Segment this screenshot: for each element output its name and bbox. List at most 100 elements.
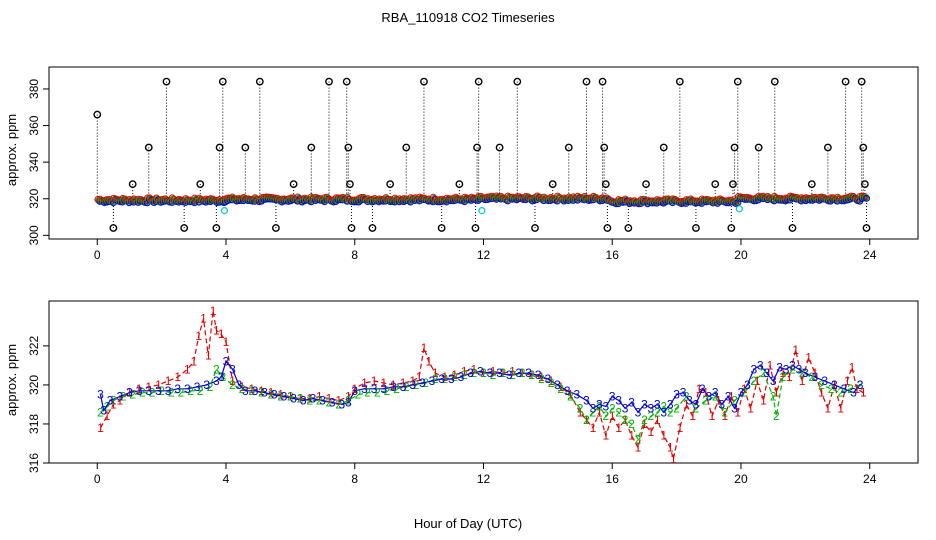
series1-point-label: 1	[200, 312, 207, 326]
series2-point-label: 2	[799, 366, 806, 380]
series2-point-label: 2	[808, 370, 815, 384]
bottom-x-tick-label: 24	[863, 472, 877, 486]
series3-point-label: 3	[738, 386, 745, 400]
series3-point-label: 3	[329, 395, 336, 409]
series3-point-label: 3	[107, 394, 114, 408]
series3-point-label: 3	[564, 384, 571, 398]
series3-point-label: 3	[319, 394, 326, 408]
series3-point-label: 3	[660, 405, 667, 419]
series1-point-label: 1	[421, 341, 428, 355]
series1-point-label: 1	[425, 355, 432, 369]
spike-circle	[841, 77, 850, 86]
series1-point-label: 1	[635, 440, 642, 454]
spike-circle	[860, 180, 869, 189]
spike-circle	[180, 224, 189, 232]
series1-point-label: 1	[229, 374, 236, 388]
series2-point-label: 2	[451, 370, 458, 384]
spike-circle	[675, 77, 684, 86]
series2-point-label: 2	[789, 362, 796, 376]
series1-point-label: 1	[190, 355, 197, 369]
series3-point-label: 3	[783, 362, 790, 376]
series1-point-label: 1	[567, 388, 574, 402]
series1-point-label: 1	[860, 386, 867, 400]
spike-circle	[474, 77, 483, 86]
bottom-y-axis-label: approx. ppm	[4, 344, 19, 416]
bottom-y-tick-label: 316	[27, 453, 41, 473]
series1-point-label: 1	[116, 394, 123, 408]
series3-point-label: 3	[602, 399, 609, 413]
spike-circle	[598, 77, 607, 86]
series3-point-label: 3	[236, 378, 243, 392]
spike-circle	[770, 77, 779, 86]
series1-point-label: 1	[583, 413, 590, 427]
series1-point-label: 1	[416, 370, 423, 384]
series2-point-label: 2	[499, 366, 506, 380]
series3-point-label: 3	[380, 382, 387, 396]
series1-point-label: 1	[773, 386, 780, 400]
bottom-y-tick-label: 318	[27, 414, 41, 434]
series1-point-label: 1	[136, 382, 143, 396]
series1-point-label: 1	[210, 304, 217, 318]
series1-point-label: 1	[174, 370, 181, 384]
series3-point-label: 3	[261, 386, 268, 400]
series1-point-label: 1	[792, 343, 799, 357]
series2-point-label: 2	[857, 378, 864, 392]
series1-point-label: 1	[538, 370, 545, 384]
series3-point-label: 3	[712, 386, 719, 400]
series2-point-label: 2	[828, 382, 835, 396]
spike-circle	[548, 180, 557, 189]
spike-circle	[241, 143, 250, 152]
series3-point-label: 3	[831, 378, 838, 392]
series1-point-label: 1	[615, 421, 622, 435]
series3-point-label: 3	[506, 368, 513, 382]
spike-circle	[754, 143, 763, 152]
series3-point-label: 3	[345, 395, 352, 409]
series1-point-label: 1	[528, 368, 535, 382]
series3-point-label: 3	[409, 378, 416, 392]
series2-point-label: 2	[178, 386, 185, 400]
series1-point-label: 1	[335, 394, 342, 408]
cyan-marker	[478, 207, 486, 215]
series3-point-label: 3	[194, 380, 201, 394]
series2-point-label: 2	[239, 382, 246, 396]
series3-point-label: 3	[609, 390, 616, 404]
series1-point-label: 1	[432, 366, 439, 380]
series1-point-label: 1	[548, 374, 555, 388]
series1-point-label: 1	[590, 421, 597, 435]
series2-point-label: 2	[712, 390, 719, 404]
series1-point-label: 1	[741, 382, 748, 396]
top-panel: 0 4 8 12 16 20 24 300 320 340 360 380 approx. ppm	[4, 66, 919, 262]
series3-point-label: 3	[731, 401, 738, 415]
series1-point-label: 1	[165, 374, 172, 388]
top-panel-axes: 0 4 8 12 16 20 24 300 320 340 360 380	[27, 79, 877, 262]
series1-circle	[662, 195, 670, 203]
series3-point-label: 3	[429, 374, 436, 388]
series2-point-label: 2	[104, 399, 111, 413]
series3-point-label: 3	[596, 397, 603, 411]
top-y-axis-label: approx. ppm	[4, 114, 19, 186]
series3-point-label: 3	[821, 374, 828, 388]
series2-point-label: 2	[149, 386, 156, 400]
series1-point-label: 1	[602, 429, 609, 443]
series2-point-label: 2	[316, 394, 323, 408]
series2-point-label: 2	[207, 380, 214, 394]
series2-point-label: 2	[129, 388, 136, 402]
series3-point-label: 3	[583, 394, 590, 408]
bottom-x-tick-label: 0	[94, 472, 101, 486]
series3-point-label: 3	[487, 366, 494, 380]
series3-point-label: 3	[438, 372, 445, 386]
series1-point-label: 1	[326, 392, 333, 406]
series1-point-label: 1	[380, 376, 387, 390]
series3-point-label: 3	[229, 362, 236, 376]
series2-point-label: 2	[509, 368, 516, 382]
spike-circle	[471, 224, 480, 232]
series2-point-label: 2	[471, 366, 478, 380]
series1-point-label: 1	[490, 364, 497, 378]
series1-circle	[400, 195, 408, 203]
top-y-tick-label: 340	[27, 152, 41, 172]
series3-point-label: 3	[545, 372, 552, 386]
series3-point-label: 3	[174, 382, 181, 396]
